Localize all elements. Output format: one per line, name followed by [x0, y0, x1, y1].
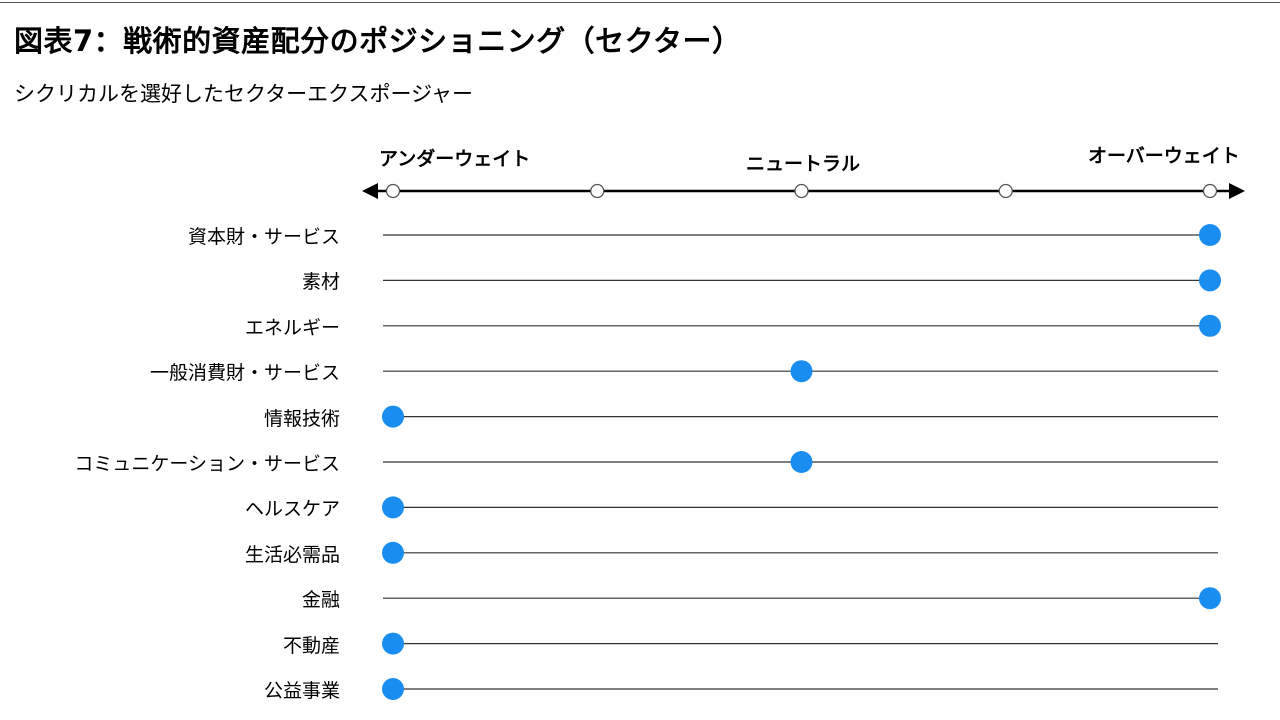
page-title: 図表7：戦術的資産配分のポジショニング（セクター）: [14, 24, 742, 58]
position-marker: [382, 632, 404, 655]
position-marker: [1199, 314, 1221, 337]
category-label: 素材: [301, 271, 340, 294]
scale-arrow-left: [362, 183, 378, 199]
category-label: エネルギー: [244, 316, 340, 339]
scale-label-neutral: ニュートラル: [746, 153, 861, 175]
scale-tick-2: [794, 183, 809, 199]
scale-label-overweight: オーバーウェイト: [1088, 145, 1240, 167]
top-rule: [0, 2, 1280, 3]
category-label: 不動産: [282, 634, 340, 657]
category-label: 資本財・サービス: [187, 226, 340, 248]
category-label: コミュニケーション・サービス: [74, 453, 340, 475]
category-label: 金融: [301, 589, 340, 612]
position-marker: [382, 405, 404, 428]
scale-tick-4: [1202, 183, 1218, 199]
category-label: 一般消費財・サービス: [149, 362, 340, 385]
page-subtitle: シクリカルを選好したセクターエクスポージャー: [14, 82, 474, 106]
position-marker: [790, 451, 813, 473]
scale-tick-1: [590, 183, 605, 199]
position-marker: [790, 360, 813, 383]
scale-arrow-right: [1229, 183, 1245, 199]
category-label: 生活必需品: [244, 543, 340, 566]
position-marker: [1199, 224, 1221, 246]
position-marker: [382, 496, 404, 519]
category-label: 公益事業: [263, 680, 340, 702]
scale-label-underweight: アンダーウェイト: [379, 148, 531, 170]
position-marker: [1199, 587, 1221, 610]
scale-tick-3: [998, 183, 1013, 199]
position-marker: [382, 678, 404, 700]
scale-tick-0: [385, 183, 401, 199]
position-marker: [1199, 269, 1221, 292]
category-label: 情報技術: [263, 407, 340, 430]
position-marker: [382, 541, 404, 564]
category-label: ヘルスケア: [244, 498, 340, 521]
